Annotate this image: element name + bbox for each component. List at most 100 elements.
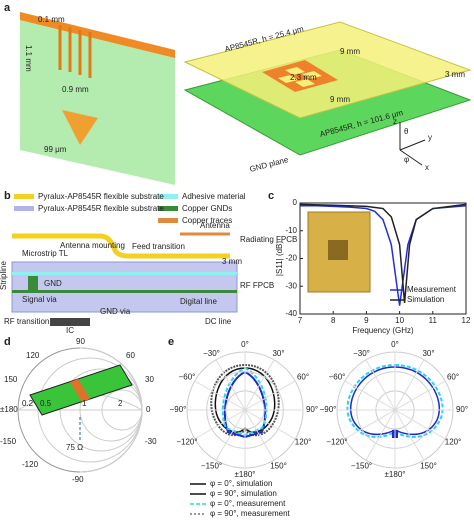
panel-label: e: [168, 336, 174, 348]
swatch: [14, 194, 34, 199]
taper: [62, 110, 98, 145]
plot-frame: [299, 202, 467, 315]
strip: [70, 379, 90, 402]
polar-spoke: [215, 359, 246, 411]
radius: 2: [118, 399, 123, 408]
polar-angle: 30°: [272, 349, 284, 358]
y-tick-label: -40: [285, 309, 297, 318]
label: RF transition: [4, 317, 49, 326]
angle: -90: [72, 475, 84, 484]
y-tick-label: -10: [285, 226, 297, 235]
polar-spoke: [194, 380, 246, 411]
angle: 0: [146, 405, 151, 414]
strip: [20, 12, 175, 58]
radius: 0.2: [22, 399, 34, 408]
legend-label: φ = 0°, simulation: [210, 479, 272, 488]
panel-label: a: [4, 2, 11, 14]
legend: Pyralux-AP8545R flexible substrate: [38, 204, 164, 213]
angle: ±180: [0, 405, 18, 414]
polar-angle: 120°: [295, 438, 312, 447]
axis: y: [428, 133, 432, 142]
legend: Copper GNDs: [182, 204, 232, 213]
y-tick-label: -30: [285, 281, 297, 290]
dim: 1.1 mm: [24, 45, 33, 72]
x-tick-label: 8: [331, 316, 336, 325]
adhesive: [12, 272, 237, 275]
gnd-label: GND plane: [249, 155, 290, 174]
angle: 30: [145, 375, 154, 384]
via: [28, 276, 38, 292]
dim: 0.9 mm: [62, 85, 89, 94]
panel-b: b Pyralux-AP8545R flexible substrate Pyr…: [0, 190, 297, 335]
top-layer: [12, 233, 230, 259]
polar-angle: −90°: [170, 405, 187, 414]
polar-angle: −60°: [179, 373, 196, 382]
angle: -150: [0, 437, 17, 446]
legend: Adhesive material: [182, 192, 246, 201]
legend-label: φ = 90°, measurement: [210, 509, 291, 518]
polar-angle: −30°: [203, 349, 220, 358]
polar-angle: 90°: [306, 405, 318, 414]
swatch: [158, 194, 178, 199]
legend: Pyralux-AP8545R flexible substrate: [38, 192, 164, 201]
legend-label: Simulation: [407, 295, 444, 304]
panel-label: d: [4, 336, 11, 348]
label: DC line: [205, 317, 232, 326]
polar-spoke: [344, 409, 396, 440]
series-line: [299, 203, 467, 303]
x-tick-label: 11: [429, 316, 438, 325]
polar-spoke: [244, 409, 296, 440]
label: Signal via: [22, 295, 57, 304]
angle: 90: [76, 337, 85, 346]
polar-angle: 0°: [391, 340, 399, 349]
polar-spoke: [244, 409, 275, 461]
y-axis-label: |S11| (dB): [275, 241, 284, 276]
panel-a: a 0.1 mm 1.1 mm 0.9 mm 99 μm AP8545R, h …: [4, 2, 472, 185]
angle: -30: [145, 437, 157, 446]
panel-label: b: [4, 190, 11, 202]
polar-angle: 60°: [447, 373, 459, 382]
rf-fpcb: [11, 261, 238, 313]
angle: -120: [22, 460, 39, 469]
y-tick-label: -20: [285, 254, 297, 263]
slots: [278, 67, 322, 87]
dim: 2.3 mm: [290, 73, 317, 82]
smith-grid: [17, 347, 143, 473]
panel-d: d 75 Ω 90 120 60 150 30 ±180 0 -150 -30 …: [0, 336, 157, 484]
label: RF FPCB: [240, 281, 274, 290]
polar-angle: −120°: [176, 438, 197, 447]
x-tick-label: 12: [462, 316, 471, 325]
polar-angle: 150°: [420, 461, 437, 470]
label: Stripline: [0, 261, 8, 290]
label: Antenna mounting: [60, 241, 125, 250]
label: GND via: [100, 307, 131, 316]
polar-angle: −150°: [201, 461, 222, 470]
angle: 150: [4, 375, 18, 384]
ic: [50, 318, 90, 326]
x-tick-label: 7: [298, 316, 303, 325]
legend-label: φ = 0°, measurement: [210, 499, 286, 508]
top-plate: [183, 21, 472, 119]
label: Antenna: [200, 221, 230, 230]
polar-angle: ±180°: [385, 470, 406, 479]
label: 3 mm: [222, 257, 242, 266]
axes-icon: [399, 122, 426, 166]
label: Radiating FPCB: [240, 235, 297, 244]
panel-c: c 7 8 9 10 11 12 -40 -30 -20 -10 0 Frequency (GHz) |…: [268, 190, 471, 335]
polar-spoke: [365, 359, 396, 411]
x-tick-label: 9: [364, 316, 369, 325]
polar-angle: −60°: [329, 373, 346, 382]
label: IC: [66, 326, 74, 335]
legend-label: φ = 90°, simulation: [210, 489, 277, 498]
polar-angle: 150°: [270, 461, 287, 470]
polar-angle: ±180°: [235, 470, 256, 479]
gnd-layer: [12, 290, 237, 293]
polar-spoke: [215, 409, 246, 461]
polar-angle: 30°: [422, 349, 434, 358]
legend-label: Measurement: [407, 285, 457, 294]
dim: 99 μm: [44, 145, 67, 154]
label: Feed transition: [132, 242, 185, 251]
polar-angle: 60°: [297, 373, 309, 382]
dim: 3 mm: [445, 70, 465, 79]
